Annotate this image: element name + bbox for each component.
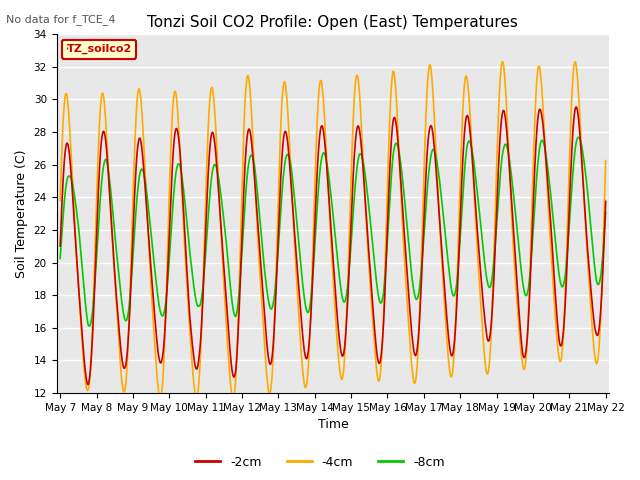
Legend: TZ_soilco2: TZ_soilco2 <box>62 39 136 59</box>
Text: No data for f_TCE_4: No data for f_TCE_4 <box>6 14 116 25</box>
X-axis label: Time: Time <box>317 419 348 432</box>
Legend: -2cm, -4cm, -8cm: -2cm, -4cm, -8cm <box>190 451 450 474</box>
Title: Tonzi Soil CO2 Profile: Open (East) Temperatures: Tonzi Soil CO2 Profile: Open (East) Temp… <box>147 15 518 30</box>
Y-axis label: Soil Temperature (C): Soil Temperature (C) <box>15 149 28 278</box>
